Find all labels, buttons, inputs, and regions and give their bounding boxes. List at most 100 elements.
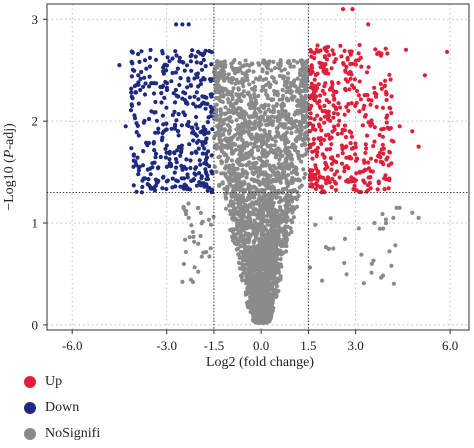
nosignifi-point-3811 <box>394 205 399 210</box>
up-point-3783 <box>313 172 318 177</box>
down-point-3305 <box>173 49 178 54</box>
nosignifi-point-2410 <box>246 114 251 119</box>
nosignifi-point-2790 <box>270 137 275 142</box>
nosignifi-point-1117 <box>236 123 241 128</box>
nosignifi-point-1492 <box>260 67 265 72</box>
up-point-3731 <box>350 61 355 66</box>
up-point-3800 <box>378 159 383 164</box>
up-point-3621 <box>389 94 394 99</box>
down-point-3003 <box>196 97 201 102</box>
nosignifi-point-27 <box>279 68 284 73</box>
nosignifi-point-2239 <box>274 154 279 159</box>
nosignifi-point-2846 <box>251 263 256 268</box>
nosignifi-point-2559 <box>216 72 222 77</box>
nosignifi-point-2922 <box>257 309 262 314</box>
nosignifi-point-2257 <box>289 121 294 126</box>
nosignifi-point-2489 <box>233 142 238 147</box>
nosignifi-point-2387 <box>263 170 268 175</box>
nosignifi-point-2981 <box>199 221 204 226</box>
nosignifi-point-2388 <box>237 255 242 260</box>
down-point-3132 <box>134 189 139 194</box>
up-point-3562 <box>353 62 358 67</box>
nosignifi-point-2758 <box>270 178 275 183</box>
nosignifi-point-2669 <box>249 211 254 217</box>
nosignifi-point-1242 <box>284 89 289 94</box>
up-point-3790 <box>308 95 313 101</box>
up-point-3505 <box>356 57 361 63</box>
nosignifi-point-2819 <box>276 276 281 281</box>
up-point-3646 <box>377 132 382 138</box>
nosignifi-point-2675 <box>280 153 285 158</box>
nosignifi-point-2652 <box>282 113 287 118</box>
nosignifi-point-2361 <box>282 169 287 174</box>
down-points <box>117 22 215 195</box>
up-point-3745 <box>357 170 362 175</box>
nosignifi-point-2591 <box>249 121 254 126</box>
nosignifi-point-2251 <box>237 61 242 66</box>
up-point-3767 <box>314 154 319 159</box>
nosignifi-point-1871 <box>300 138 306 143</box>
up-point-3557 <box>346 101 351 107</box>
nosignifi-point-2956 <box>389 263 394 268</box>
up-point-3530 <box>323 133 329 138</box>
up-point-3631 <box>372 125 377 130</box>
down-point-3187 <box>202 77 207 82</box>
nosignifi-point-2046 <box>258 75 263 80</box>
up-point-3671 <box>354 88 360 94</box>
nosignifi-point-2745 <box>280 229 285 234</box>
down-point-3288 <box>184 157 189 162</box>
nosignifi-point-2714 <box>272 79 277 84</box>
nosignifi-point-2950 <box>369 261 374 266</box>
nosignifi-point-2760 <box>281 187 286 192</box>
down-point-3280 <box>164 105 169 110</box>
nosignifi-point-1655 <box>291 64 296 69</box>
up-point-3653 <box>353 187 358 192</box>
nosignifi-point-2457 <box>274 149 279 154</box>
up-point-3533 <box>324 181 329 186</box>
nosignifi-point-2781 <box>266 116 271 121</box>
nosignifi-point-2663 <box>296 149 301 154</box>
down-point-3294 <box>167 157 172 162</box>
nosignifi-point-2983 <box>192 265 197 270</box>
nosignifi-point-2970 <box>369 270 374 275</box>
up-point-3656 <box>353 158 359 163</box>
up-point-3584 <box>332 97 337 102</box>
nosignifi-point-2597 <box>262 112 267 117</box>
nosignifi-point-2555 <box>259 88 264 93</box>
up-point-3732 <box>312 97 317 102</box>
down-point-3099 <box>136 172 141 177</box>
nosignifi-point-166 <box>231 86 236 91</box>
down-point-3807 <box>136 73 141 78</box>
nosignifi-point-2777 <box>236 201 241 206</box>
nosignifi-point-2843 <box>284 243 289 249</box>
up-point-3667 <box>364 70 370 75</box>
down-point-3311 <box>199 174 204 179</box>
nosignifi-point-1622 <box>260 60 265 65</box>
up-point-3678 <box>331 111 336 116</box>
up-point-3415 <box>312 77 317 82</box>
nosignifi-point-2752 <box>273 194 278 199</box>
up-point-3406 <box>381 151 386 156</box>
up-point-3499 <box>310 156 315 161</box>
nosignifi-point-2490 <box>222 78 227 83</box>
down-point-3119 <box>196 49 201 55</box>
nosignifi-point-3816 <box>372 220 377 226</box>
nosignifi-point-2312 <box>266 199 271 204</box>
nosignifi-point-1162 <box>273 139 278 144</box>
nosignifi-point-2985 <box>207 254 212 259</box>
legend-label-up: Up <box>45 374 63 389</box>
nosignifi-point-2249 <box>268 97 274 102</box>
up-point-3695 <box>326 71 331 76</box>
nosignifi-point-650 <box>256 148 261 153</box>
up-point-3709 <box>317 175 322 180</box>
nosignifi-point-399 <box>247 196 252 202</box>
down-point-3090 <box>177 82 182 88</box>
nosignifi-point-2328 <box>243 204 248 209</box>
up-point-3697 <box>311 92 316 97</box>
up-point-3595 <box>348 141 353 146</box>
nosignifi-point-16 <box>230 163 236 168</box>
nosignifi-point-2813 <box>252 298 257 303</box>
down-point-3363 <box>140 184 145 190</box>
nosignifi-point-2802 <box>245 129 250 134</box>
down-point-3058 <box>150 165 155 170</box>
